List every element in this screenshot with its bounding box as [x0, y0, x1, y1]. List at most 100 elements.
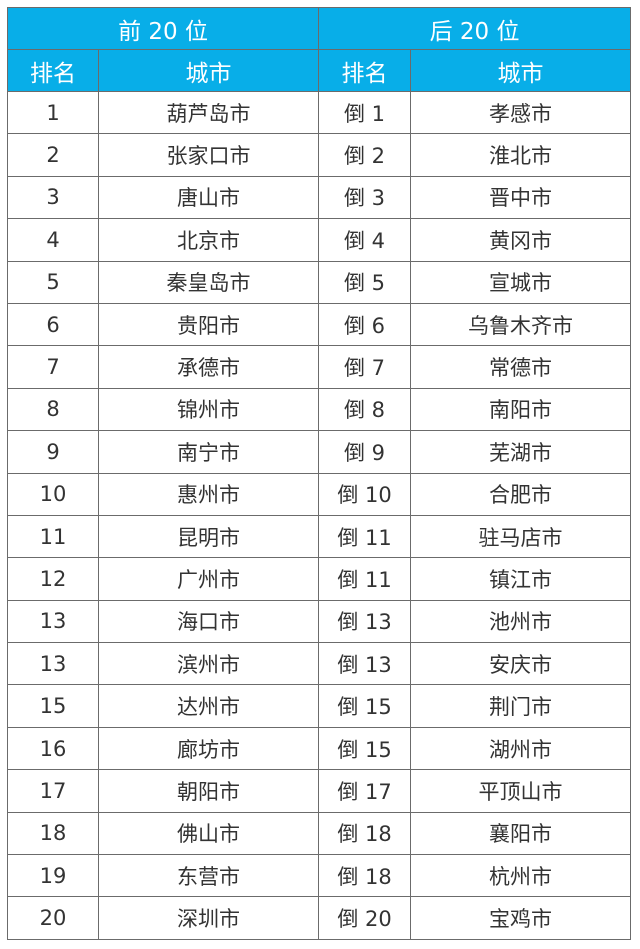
bottom-city-cell: 常德市 — [410, 345, 632, 389]
bottom-rank-cell: 倒 2 — [318, 133, 412, 177]
bottom-rank-cell: 倒 13 — [318, 642, 412, 686]
top-city-cell: 贵阳市 — [97, 302, 320, 347]
bottom-rank-cell: 倒 9 — [318, 430, 412, 474]
top-rank-cell: 8 — [7, 387, 99, 432]
top-city-cell: 海口市 — [97, 599, 320, 644]
table-row: 7 承德市倒 7 常德市 — [7, 345, 632, 389]
top-rank-cell: 10 — [7, 472, 99, 516]
top-rank-cell: 11 — [7, 514, 99, 559]
bottom-city-cell: 宣城市 — [410, 260, 632, 304]
top-rank-cell: 20 — [7, 896, 99, 940]
top-city-cell: 惠州市 — [97, 472, 320, 516]
bottom-20-header: 后 20 位 — [318, 7, 632, 50]
bottom-city-cell: 淮北市 — [410, 133, 632, 177]
table-row: 13 海口市倒 13 池州市 — [7, 599, 632, 644]
top-rank-cell: 4 — [7, 218, 99, 262]
bottom-city-cell: 杭州市 — [410, 854, 632, 898]
bottom-rank-cell: 倒 4 — [318, 218, 412, 262]
bottom-city-cell: 荆门市 — [410, 684, 632, 728]
bottom-rank-cell: 倒 15 — [318, 726, 412, 771]
table-row: 2 张家口市倒 2 淮北市 — [7, 133, 632, 177]
bottom-city-cell: 平顶山市 — [410, 769, 632, 813]
top-city-cell: 达州市 — [97, 684, 320, 728]
bottom-rank-cell: 倒 8 — [318, 387, 412, 432]
top-city-cell: 南宁市 — [97, 430, 320, 474]
table-row: 6 贵阳市倒 6 乌鲁木齐市 — [7, 302, 632, 347]
top-city-cell: 承德市 — [97, 345, 320, 389]
bottom-city-cell: 湖州市 — [410, 726, 632, 771]
top-rank-cell: 13 — [7, 642, 99, 686]
bottom-rank-cell: 倒 10 — [318, 472, 412, 516]
top-rank-cell: 3 — [7, 175, 99, 220]
top-rank-cell: 15 — [7, 684, 99, 728]
table-row: 8 锦州市倒 8 南阳市 — [7, 387, 632, 432]
table-row: 19 东营市倒 18 杭州市 — [7, 854, 632, 898]
bottom-rank-cell: 倒 6 — [318, 302, 412, 347]
top-rank-cell: 17 — [7, 769, 99, 813]
city-column-header: 城市 — [410, 49, 632, 92]
top-city-cell: 深圳市 — [97, 896, 320, 940]
bottom-city-cell: 镇江市 — [410, 557, 632, 601]
top-city-cell: 锦州市 — [97, 387, 320, 432]
top-rank-cell: 13 — [7, 599, 99, 644]
table-row: 18 佛山市倒 18 襄阳市 — [7, 811, 632, 856]
top-rank-cell: 6 — [7, 302, 99, 347]
bottom-city-cell: 乌鲁木齐市 — [410, 302, 632, 347]
top-rank-cell: 12 — [7, 557, 99, 601]
table-row: 4 北京市倒 4 黄冈市 — [7, 218, 632, 262]
top-rank-cell: 1 — [7, 90, 99, 135]
city-ranking-table: 前 20 位 后 20 位 排名 城市 排名 城市 1 葫芦岛市倒 1 孝感市 2 张家… — [6, 7, 632, 940]
top-20-header: 前 20 位 — [6, 7, 320, 50]
bottom-rank-cell: 倒 20 — [318, 896, 412, 940]
bottom-city-cell: 驻马店市 — [410, 514, 632, 559]
top-city-cell: 北京市 — [97, 218, 320, 262]
table-row: 10 惠州市倒 10 合肥市 — [7, 472, 632, 516]
table-row: 12 广州市倒 11 镇江市 — [7, 557, 632, 601]
bottom-city-cell: 黄冈市 — [410, 218, 632, 262]
bottom-rank-cell: 倒 17 — [318, 769, 412, 813]
bottom-city-cell: 孝感市 — [410, 90, 632, 135]
table-row: 16 廊坊市倒 15 湖州市 — [7, 726, 632, 771]
bottom-city-cell: 芜湖市 — [410, 430, 632, 474]
bottom-rank-cell: 倒 13 — [318, 599, 412, 644]
top-rank-cell: 16 — [7, 726, 99, 771]
bottom-city-cell: 安庆市 — [410, 642, 632, 686]
table-row: 11 昆明市倒 11 驻马店市 — [7, 514, 632, 559]
bottom-city-cell: 池州市 — [410, 599, 632, 644]
table-row: 15 达州市倒 15 荆门市 — [7, 684, 632, 728]
table-row: 3 唐山市倒 3 晋中市 — [7, 175, 632, 220]
top-city-cell: 廊坊市 — [97, 726, 320, 771]
top-city-cell: 广州市 — [97, 557, 320, 601]
bottom-rank-cell: 倒 11 — [318, 557, 412, 601]
table-row: 13 滨州市倒 13 安庆市 — [7, 642, 632, 686]
top-city-cell: 唐山市 — [97, 175, 320, 220]
city-column-header: 城市 — [97, 49, 320, 92]
top-rank-cell: 2 — [7, 133, 99, 177]
bottom-city-cell: 南阳市 — [410, 387, 632, 432]
bottom-rank-cell: 倒 5 — [318, 260, 412, 304]
bottom-city-cell: 襄阳市 — [410, 811, 632, 856]
rank-column-header: 排名 — [7, 49, 99, 92]
bottom-rank-cell: 倒 11 — [318, 514, 412, 559]
top-rank-cell: 9 — [7, 430, 99, 474]
bottom-rank-cell: 倒 18 — [318, 854, 412, 898]
top-city-cell: 东营市 — [97, 854, 320, 898]
table-row: 1 葫芦岛市倒 1 孝感市 — [7, 90, 632, 135]
top-city-cell: 滨州市 — [97, 642, 320, 686]
top-city-cell: 张家口市 — [97, 133, 320, 177]
table-row: 5 秦皇岛市倒 5 宣城市 — [7, 260, 632, 304]
table-row: 17 朝阳市倒 17 平顶山市 — [7, 769, 632, 813]
top-city-cell: 佛山市 — [97, 811, 320, 856]
table-row: 9 南宁市倒 9 芜湖市 — [7, 430, 632, 474]
rank-column-header: 排名 — [318, 49, 412, 92]
table-row: 20 深圳市倒 20 宝鸡市 — [7, 896, 632, 940]
top-city-cell: 秦皇岛市 — [97, 260, 320, 304]
bottom-city-cell: 宝鸡市 — [410, 896, 632, 940]
top-rank-cell: 5 — [7, 260, 99, 304]
top-rank-cell: 7 — [7, 345, 99, 389]
bottom-rank-cell: 倒 15 — [318, 684, 412, 728]
top-city-cell: 昆明市 — [97, 514, 320, 559]
bottom-city-cell: 晋中市 — [410, 175, 632, 220]
bottom-rank-cell: 倒 1 — [318, 90, 412, 135]
bottom-rank-cell: 倒 18 — [318, 811, 412, 856]
